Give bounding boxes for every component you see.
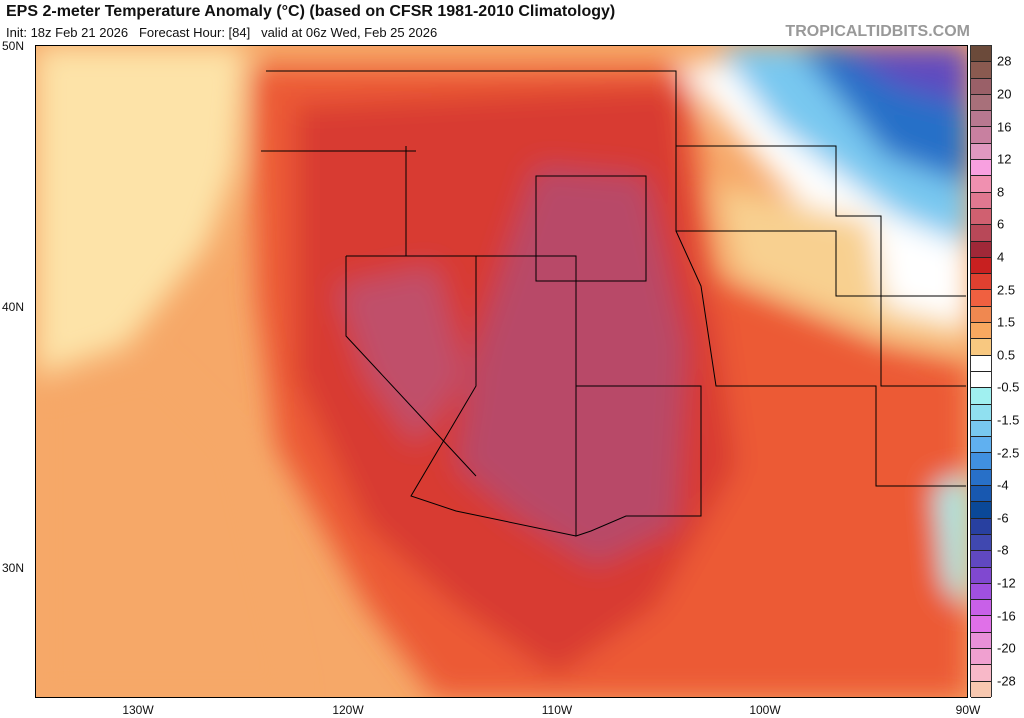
brand-watermark: TROPICALTIDBITS.COM [785, 23, 970, 40]
colorbar-cell [971, 62, 991, 79]
colorbar-cell [971, 502, 991, 519]
lon-label-90w: 90W [955, 703, 981, 717]
map-title: EPS 2-meter Temperature Anomaly (°C) (ba… [6, 3, 616, 20]
colorbar-label: -8 [997, 542, 1009, 558]
colorbar-label: -28 [997, 673, 1016, 689]
colorbar-cell [971, 616, 991, 633]
colorbar-label: -4 [997, 477, 1009, 493]
map-field [36, 46, 967, 697]
colorbar-label: 0.5 [997, 347, 1016, 363]
colorbar-cell [971, 632, 991, 649]
colorbar-label: 2.5 [997, 282, 1016, 297]
colorbar-cell [971, 665, 991, 682]
colorbar-label: -2.5 [997, 445, 1020, 460]
lat-label-50n: 50N [2, 39, 25, 53]
colorbar-cell [971, 388, 991, 405]
colorbar-cell [971, 437, 991, 454]
colorbar-label: 4 [997, 249, 1005, 265]
colorbar-label: -16 [997, 608, 1016, 623]
colorbar-cell [971, 208, 991, 226]
colorbar-label: 28 [997, 53, 1012, 69]
colorbar-label: 16 [997, 119, 1012, 134]
lon-label-130w: 130W [122, 703, 154, 717]
colorbar-cell [971, 78, 991, 95]
colorbar-cell [971, 306, 991, 324]
colorbar-label: 20 [997, 86, 1012, 102]
colorbar-cell [971, 94, 991, 112]
colorbar-cell [971, 46, 991, 63]
colorbar-cell [971, 111, 991, 128]
colorbar-label: 12 [997, 151, 1012, 167]
colorbar-cell [971, 192, 991, 209]
colorbar-cell [971, 127, 991, 144]
map-subtitle: Init: 18z Feb 21 2026 Forecast Hour: [84… [6, 25, 438, 40]
colorbar-cell [971, 648, 991, 666]
colorbar-label: 8 [997, 184, 1005, 200]
colorbar-cell [971, 600, 991, 617]
lon-label-120w: 120W [332, 703, 364, 717]
colorbar-label: 6 [997, 216, 1005, 232]
lat-label-40n: 40N [2, 300, 25, 314]
colorbar-cell [971, 339, 991, 356]
colorbar-cell [971, 274, 991, 291]
colorbar-cell [971, 241, 991, 258]
colorbar-cell [971, 453, 991, 470]
colorbar-cell [971, 567, 991, 584]
colorbar-cell [971, 257, 991, 275]
colorbar-cell [971, 371, 991, 389]
colorbar-cell [971, 420, 991, 438]
colorbar-label: -0.5 [997, 379, 1020, 395]
lon-label-100w: 100W [749, 703, 781, 717]
colorbar-label: -6 [997, 510, 1009, 526]
colorbar-cell [971, 551, 991, 568]
colorbar-cell [971, 290, 991, 307]
colorbar-cell [971, 176, 991, 193]
lat-label-30n: 30N [2, 561, 25, 575]
colorbar-cell [971, 469, 991, 487]
colorbar-cell [971, 518, 991, 535]
temperature-anomaly-map[interactable] [35, 45, 968, 698]
colorbar-label: -12 [997, 575, 1016, 591]
colorbar-cell [971, 534, 991, 552]
colorbar-cell [971, 486, 991, 503]
colorbar-cell [971, 143, 991, 161]
colorbar-cell [971, 583, 991, 601]
colorbar-label: -1.5 [997, 412, 1020, 428]
colorbar-cell [971, 160, 991, 177]
colorbar-cell [971, 225, 991, 242]
colorbar-cell [971, 323, 991, 340]
colorbar-label: 1.5 [997, 314, 1016, 330]
colorbar-label: -20 [997, 640, 1016, 656]
colorbar-cell [971, 404, 991, 421]
colorbar [970, 45, 992, 698]
lon-label-110w: 110W [541, 703, 573, 717]
colorbar-cell [971, 681, 991, 698]
colorbar-cell [971, 355, 991, 372]
